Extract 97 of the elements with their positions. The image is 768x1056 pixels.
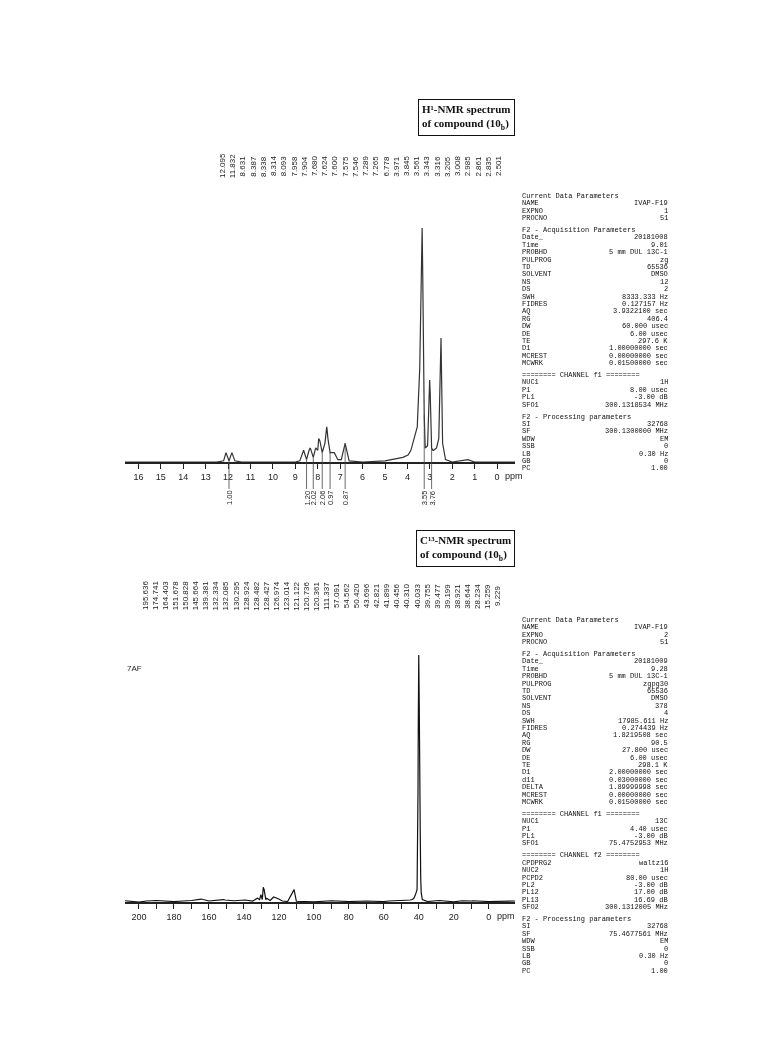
text: 3.316 bbox=[432, 156, 442, 177]
x-tick-label: 9 bbox=[292, 471, 298, 482]
text: 7.680 bbox=[310, 155, 319, 176]
text: 43.696 bbox=[362, 583, 372, 609]
text: 8.387 bbox=[248, 156, 258, 177]
text: 42.821 bbox=[372, 583, 382, 609]
text: 7.265 bbox=[371, 155, 381, 177]
text: 2.985 bbox=[463, 155, 473, 177]
text: 39.755 bbox=[422, 583, 432, 609]
text: 40.033 bbox=[412, 583, 422, 609]
text: 121.122 bbox=[291, 581, 301, 611]
text: 57.091 bbox=[332, 583, 342, 609]
x-tick-label: 100 bbox=[306, 911, 322, 922]
text: 145.664 bbox=[191, 580, 201, 611]
text: 8.338 bbox=[258, 156, 268, 177]
text: 111.337 bbox=[322, 581, 332, 611]
x-tick-label: 0 bbox=[486, 911, 492, 922]
text: 40.456 bbox=[392, 583, 402, 609]
text: 7.575 bbox=[340, 156, 350, 177]
text: 6.778 bbox=[381, 155, 391, 177]
text: 195.636 bbox=[141, 580, 150, 610]
x-tick-label: 2 bbox=[449, 471, 455, 482]
text: 139.381 bbox=[201, 580, 211, 611]
text: 11.832 bbox=[228, 153, 238, 179]
x-tick-label: 140 bbox=[236, 911, 252, 922]
text: 39.477 bbox=[432, 583, 442, 609]
x-tick-label: 6 bbox=[360, 471, 366, 482]
x-tick-label: 4 bbox=[404, 471, 410, 482]
text: 50.420 bbox=[352, 583, 362, 609]
text: 120.361 bbox=[311, 581, 321, 611]
chart-title: H¹-NMR spectrum of compound (10$_{b}$) bbox=[422, 103, 511, 132]
text: 7.546 bbox=[350, 156, 360, 177]
text: 151.678 bbox=[171, 580, 181, 611]
text: 2.861 bbox=[473, 155, 483, 177]
text: 128.924 bbox=[241, 581, 251, 611]
text: 39.199 bbox=[442, 583, 452, 609]
text: 7.958 bbox=[289, 155, 299, 177]
text: 126.974 bbox=[271, 581, 281, 611]
text: 41.899 bbox=[382, 583, 392, 609]
x-tick-label: 14 bbox=[178, 471, 189, 482]
text: 123.014 bbox=[281, 581, 291, 611]
x-tick-label: 8 bbox=[315, 471, 321, 482]
text: 164.403 bbox=[161, 580, 171, 611]
x-tick-label: 60 bbox=[378, 911, 389, 922]
x-tick-label: 15 bbox=[155, 471, 166, 482]
text: 132.334 bbox=[211, 580, 221, 611]
x-tick-label: 12 bbox=[223, 471, 234, 482]
x-tick-label: 80 bbox=[343, 911, 354, 922]
text: 3.205 bbox=[442, 156, 452, 177]
text: 38.644 bbox=[462, 583, 472, 609]
x-tick-label: 1 bbox=[472, 471, 478, 482]
text: 3.971 bbox=[391, 156, 401, 177]
text: 3.561 bbox=[412, 155, 422, 177]
text: 132.085 bbox=[221, 580, 231, 611]
x-tick-label: 180 bbox=[166, 911, 182, 922]
text: 54.562 bbox=[342, 583, 352, 609]
text: 3.845 bbox=[402, 155, 411, 176]
text: 38.921 bbox=[452, 583, 462, 609]
text: 7.600 bbox=[330, 155, 340, 177]
x-tick-label: 13 bbox=[200, 471, 211, 482]
text: 28.234 bbox=[472, 583, 482, 609]
x-tick-label: 16 bbox=[133, 471, 144, 482]
text: 174.741 bbox=[151, 580, 161, 611]
text: 8.314 bbox=[269, 155, 279, 177]
x-tick-label: 11 bbox=[245, 471, 256, 482]
text: 120.736 bbox=[301, 581, 311, 611]
text: 7.624 bbox=[320, 155, 330, 177]
text: 3.343 bbox=[422, 155, 432, 177]
x-tick-label: 0 bbox=[494, 471, 500, 482]
x-tick-label: 200 bbox=[131, 911, 147, 922]
text: 15.259 bbox=[482, 583, 492, 609]
x-tick-label: 120 bbox=[271, 911, 287, 922]
annotation: 7AF bbox=[127, 664, 142, 673]
text: 2.835 bbox=[483, 156, 493, 177]
x-tick-label: 3 bbox=[427, 471, 433, 482]
text: 7.904 bbox=[299, 156, 309, 177]
x-tick-label: 40 bbox=[413, 911, 424, 922]
text: 150.828 bbox=[181, 580, 191, 611]
text: 130.295 bbox=[231, 581, 241, 611]
text: 12.095 bbox=[218, 152, 227, 178]
text: 40.310 bbox=[402, 583, 412, 609]
x-tick-label: 20 bbox=[448, 911, 459, 922]
x-tick-label: 160 bbox=[201, 911, 217, 922]
text: 128.482 bbox=[251, 581, 261, 611]
x-tick-label: 10 bbox=[267, 471, 278, 482]
text: 3.008 bbox=[453, 155, 463, 177]
x-tick-label: 5 bbox=[382, 471, 388, 482]
x-axis-title: ppm bbox=[505, 471, 523, 481]
text: 2.501 bbox=[494, 155, 503, 176]
text: 7.289 bbox=[361, 155, 371, 177]
text: 9.229 bbox=[493, 585, 502, 606]
text: 8.093 bbox=[279, 155, 289, 177]
chart-title: C¹³-NMR spectrum of compound (10$_{b}$) bbox=[420, 534, 512, 563]
text: 128.427 bbox=[261, 581, 271, 611]
x-tick-label: 7 bbox=[337, 471, 343, 482]
x-axis-title: ppm bbox=[497, 911, 515, 921]
text: 8.631 bbox=[238, 155, 248, 177]
